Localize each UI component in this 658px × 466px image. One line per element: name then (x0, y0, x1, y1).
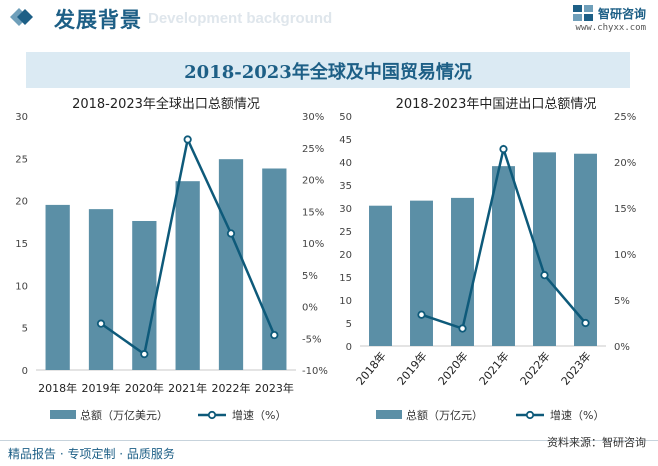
left-axis-tick: 0 (346, 342, 352, 353)
growth-point (458, 324, 467, 333)
bar (132, 220, 157, 370)
bar (175, 181, 200, 370)
right-axis-tick: 5% (614, 296, 630, 307)
x-tick-label: 2020年 (125, 381, 164, 395)
legend-bar-swatch (50, 410, 76, 419)
bar (574, 153, 597, 346)
right-axis-tick: 0% (614, 342, 630, 353)
right-axis-tick: 25% (302, 144, 324, 155)
bar (369, 205, 392, 346)
bar (492, 166, 515, 346)
growth-point (270, 330, 279, 340)
right-axis-tick: 20% (614, 158, 636, 169)
header-title: 发展背景 (54, 7, 142, 32)
legend-label: 增速（%） (550, 408, 604, 422)
legend-bar-swatch (376, 410, 402, 419)
x-tick-label: 2023年 (255, 381, 294, 395)
left-axis-tick: 45 (339, 135, 352, 146)
growth-point (540, 271, 549, 280)
x-tick-label: 2021年 (168, 381, 207, 395)
header-bar: 发展背景 Development background 智研咨询 www.chy… (0, 0, 658, 40)
x-tick-label: 2018年 (38, 381, 77, 395)
left-axis-tick: 0 (22, 366, 28, 377)
chart-title-2: 2018-2023年中国进出口总额情况 (396, 97, 597, 112)
growth-point (140, 350, 149, 359)
x-tick-label: 2021年 (476, 349, 512, 388)
right-axis-tick: 20% (302, 176, 324, 187)
growth-point (96, 319, 106, 328)
left-axis-tick: 5 (346, 319, 352, 330)
legend-line-marker (525, 410, 535, 420)
title-band: 2018-2023年全球及中国贸易情况 (26, 52, 630, 88)
right-axis-tick: 10% (614, 250, 636, 261)
brand-block: 智研咨询 www.chyxx.com (572, 4, 646, 33)
x-tick-label: 2022年 (517, 349, 553, 388)
x-tick-label: 2023年 (558, 349, 594, 388)
footer-slogan: 精品报告 · 专项定制 · 品质服务 (8, 447, 175, 461)
legend-label: 总额（万亿美元） (80, 408, 168, 422)
footer-divider (0, 440, 658, 441)
left-axis-tick: 20 (339, 250, 352, 261)
left-axis-tick: 25 (15, 154, 28, 165)
x-tick-label: 2019年 (394, 349, 430, 388)
right-axis-tick: 0% (302, 303, 318, 314)
left-axis-tick: 20 (15, 197, 28, 208)
right-axis-tick: 30% (302, 112, 324, 123)
legend-line-marker (207, 410, 217, 420)
left-axis-tick: 50 (339, 112, 352, 123)
bar (533, 152, 556, 346)
bar (88, 209, 114, 370)
bar (262, 168, 287, 370)
growth-point (581, 318, 590, 328)
growth-point (226, 229, 236, 238)
x-tick-label: 2020年 (435, 349, 471, 388)
legend-label: 增速（%） (232, 408, 286, 422)
brand-url: www.chyxx.com (575, 23, 646, 33)
legend-label: 总额（万亿元） (406, 408, 483, 422)
left-axis-tick: 40 (339, 158, 352, 169)
right-axis-tick: 5% (302, 271, 318, 282)
right-axis-tick: 10% (302, 239, 324, 250)
source-note: 资料来源：智研咨询 (547, 436, 646, 449)
right-axis-tick: 15% (614, 204, 636, 215)
bar (45, 204, 70, 370)
right-axis-tick: -5% (302, 334, 321, 345)
right-axis-tick: 25% (614, 112, 636, 123)
left-axis-tick: 35 (339, 181, 352, 192)
left-axis-tick: 25 (339, 227, 352, 238)
diamond-logo-icon (10, 8, 33, 26)
right-axis-tick: 15% (302, 207, 324, 218)
brand-name: 智研咨询 (597, 6, 646, 21)
header-subtitle: Development background (148, 10, 333, 27)
x-tick-label: 2022年 (212, 381, 251, 395)
left-axis-tick: 5 (22, 324, 28, 335)
left-axis-tick: 10 (15, 281, 28, 292)
growth-point (183, 135, 192, 144)
left-axis-tick: 10 (339, 296, 352, 307)
right-axis-tick: -10% (302, 366, 328, 377)
left-axis-tick: 15 (339, 273, 352, 284)
growth-point (417, 310, 426, 319)
main-title: 2018-2023年全球及中国贸易情况 (184, 62, 472, 83)
brand-logo-icon (572, 5, 593, 21)
x-tick-label: 2018年 (353, 349, 389, 388)
bar (218, 159, 244, 370)
growth-point (499, 145, 508, 154)
x-tick-label: 2019年 (82, 381, 121, 395)
left-axis-tick: 30 (339, 204, 352, 215)
bar (410, 200, 433, 346)
left-axis-tick: 15 (15, 239, 28, 250)
chart-title-1: 2018-2023年全球出口总额情况 (72, 96, 260, 112)
left-axis-tick: 30 (15, 112, 28, 123)
